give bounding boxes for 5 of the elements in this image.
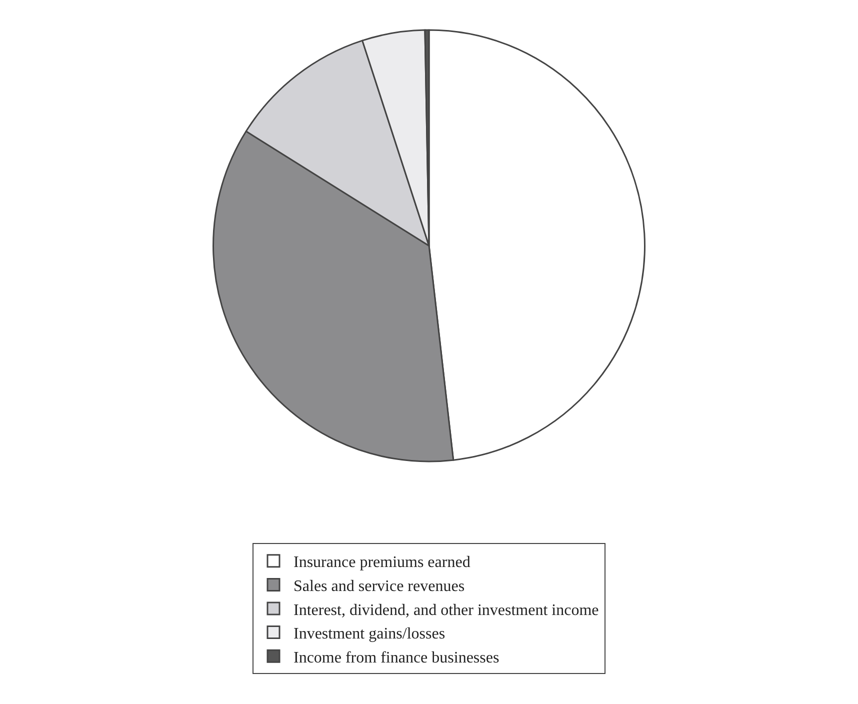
legend-label: Interest, dividend, and other investment income (294, 602, 599, 619)
legend-label: Insurance premiums earned (294, 554, 470, 572)
legend-label: Investment gains/losses (294, 626, 446, 643)
legend-label: Income from finance businesses (294, 649, 500, 666)
legend-label: Sales and service revenues (294, 578, 465, 595)
